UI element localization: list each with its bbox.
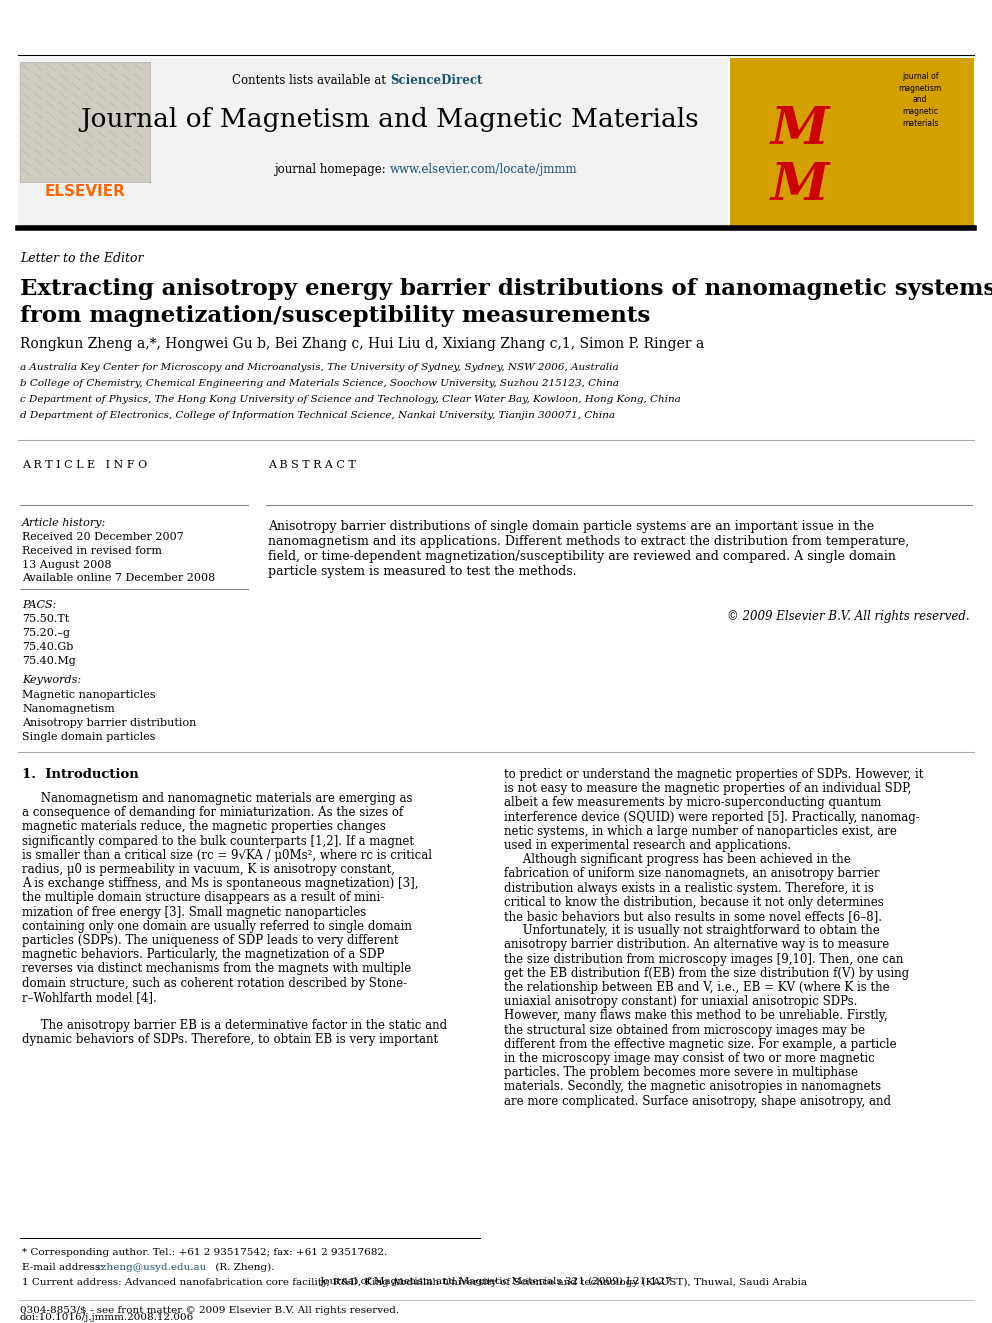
Text: is not easy to measure the magnetic properties of an individual SDP,: is not easy to measure the magnetic prop… [504,782,912,795]
Bar [20,62,150,183]
Text: M: M [771,105,829,156]
Text: E-mail address:: E-mail address: [22,1263,107,1271]
Text: PACS:: PACS: [22,601,57,610]
Text: 75.40.Mg: 75.40.Mg [22,656,75,665]
Text: Received in revised form: Received in revised form [22,546,162,556]
Text: d Department of Electronics, College of Information Technical Science, Nankai Un: d Department of Electronics, College of … [20,411,615,419]
Text: Contents lists available at: Contents lists available at [232,74,390,86]
Bar [730,58,974,226]
Text: Rongkun Zheng a,*, Hongwei Gu b, Bei Zhang c, Hui Liu d, Xixiang Zhang c,1, Simo: Rongkun Zheng a,*, Hongwei Gu b, Bei Zha… [20,337,704,351]
Text: reverses via distinct mechanisms from the magnets with multiple: reverses via distinct mechanisms from th… [22,962,412,975]
Text: nanomagnetism and its applications. Different methods to extract the distributio: nanomagnetism and its applications. Diff… [268,534,910,548]
Text: A is exchange stiffness, and Ms is spontaneous magnetization) [3],: A is exchange stiffness, and Ms is spont… [22,877,419,890]
Text: significantly compared to the bulk counterparts [1,2]. If a magnet: significantly compared to the bulk count… [22,835,414,848]
Text: field, or time-dependent magnetization/susceptibility are reviewed and compared.: field, or time-dependent magnetization/s… [268,550,896,564]
Text: Article history:: Article history: [22,519,106,528]
Text: Although significant progress has been achieved in the: Although significant progress has been a… [504,853,851,867]
Bar [18,58,728,226]
Text: the basic behaviors but also results in some novel effects [6–8].: the basic behaviors but also results in … [504,910,882,923]
Text: albeit a few measurements by micro-superconducting quantum: albeit a few measurements by micro-super… [504,796,881,810]
Text: journal homepage:: journal homepage: [275,164,390,176]
Text: mization of free energy [3]. Small magnetic nanoparticles: mization of free energy [3]. Small magne… [22,906,366,918]
Text: used in experimental research and applications.: used in experimental research and applic… [504,839,792,852]
Text: rzheng@usyd.edu.au: rzheng@usyd.edu.au [97,1263,207,1271]
Text: 13 August 2008: 13 August 2008 [22,560,111,570]
Text: 75.20.–g: 75.20.–g [22,628,70,638]
Text: are more complicated. Surface anisotropy, shape anisotropy, and: are more complicated. Surface anisotropy… [504,1094,891,1107]
Text: 75.50.Tt: 75.50.Tt [22,614,69,624]
Text: Extracting anisotropy energy barrier distributions of nanomagnetic systems: Extracting anisotropy energy barrier dis… [20,278,992,300]
Text: netic systems, in which a large number of nanoparticles exist, are: netic systems, in which a large number o… [504,824,897,837]
Text: get the EB distribution f(EB) from the size distribution f(V) by using: get the EB distribution f(EB) from the s… [504,967,909,980]
Text: distribution always exists in a realistic system. Therefore, it is: distribution always exists in a realisti… [504,881,874,894]
Text: Nanomagnetism: Nanomagnetism [22,704,115,714]
Text: Available online 7 December 2008: Available online 7 December 2008 [22,573,215,583]
Text: * Corresponding author. Tel.: +61 2 93517542; fax: +61 2 93517682.: * Corresponding author. Tel.: +61 2 9351… [22,1248,387,1257]
Text: is smaller than a critical size (rc = 9√KA / μ0Ms², where rc is critical: is smaller than a critical size (rc = 9√… [22,849,432,861]
Text: anisotropy barrier distribution. An alternative way is to measure: anisotropy barrier distribution. An alte… [504,938,889,951]
Text: dynamic behaviors of SDPs. Therefore, to obtain EB is very important: dynamic behaviors of SDPs. Therefore, to… [22,1033,438,1046]
Text: Anisotropy barrier distribution: Anisotropy barrier distribution [22,718,196,728]
Text: The anisotropy barrier EB is a determinative factor in the static and: The anisotropy barrier EB is a determina… [22,1019,447,1032]
Text: the structural size obtained from microscopy images may be: the structural size obtained from micros… [504,1024,865,1037]
Text: (R. Zheng).: (R. Zheng). [212,1263,275,1273]
Text: www.elsevier.com/locate/jmmm: www.elsevier.com/locate/jmmm [390,164,577,176]
Text: a Australia Key Center for Microscopy and Microanalysis, The University of Sydne: a Australia Key Center for Microscopy an… [20,363,619,372]
Text: A R T I C L E   I N F O: A R T I C L E I N F O [22,460,147,470]
Text: ScienceDirect: ScienceDirect [390,74,482,86]
Text: However, many flaws make this method to be unreliable. Firstly,: However, many flaws make this method to … [504,1009,888,1023]
Text: critical to know the distribution, because it not only determines: critical to know the distribution, becau… [504,896,884,909]
Text: magnetic behaviors. Particularly, the magnetization of a SDP: magnetic behaviors. Particularly, the ma… [22,949,384,962]
Text: in the microscopy image may consist of two or more magnetic: in the microscopy image may consist of t… [504,1052,875,1065]
Text: particles (SDPs). The uniqueness of SDP leads to very different: particles (SDPs). The uniqueness of SDP … [22,934,399,947]
Text: materials. Secondly, the magnetic anisotropies in nanomagnets: materials. Secondly, the magnetic anisot… [504,1081,881,1093]
Text: magnetic materials reduce, the magnetic properties changes: magnetic materials reduce, the magnetic … [22,820,386,833]
Text: A B S T R A C T: A B S T R A C T [268,460,356,470]
Text: Keywords:: Keywords: [22,675,81,685]
Text: Nanomagnetism and nanomagnetic materials are emerging as: Nanomagnetism and nanomagnetic materials… [22,792,413,804]
Text: interference device (SQUID) were reported [5]. Practically, nanomag-: interference device (SQUID) were reporte… [504,811,920,824]
Text: Journal of Magnetism and Magnetic Materials 321 (2009) L21–L27: Journal of Magnetism and Magnetic Materi… [319,1277,673,1286]
Text: Journal of Magnetism and Magnetic Materials: Journal of Magnetism and Magnetic Materi… [80,107,699,132]
Text: domain structure, such as coherent rotation described by Stone-: domain structure, such as coherent rotat… [22,976,407,990]
Text: 0304-8853/$ - see front matter © 2009 Elsevier B.V. All rights reserved.: 0304-8853/$ - see front matter © 2009 El… [20,1306,399,1315]
Text: b College of Chemistry, Chemical Engineering and Materials Science, Soochow Univ: b College of Chemistry, Chemical Enginee… [20,378,619,388]
Text: from magnetization/susceptibility measurements: from magnetization/susceptibility measur… [20,306,651,327]
Text: the relationship between EB and V, i.e., EB = KV (where K is the: the relationship between EB and V, i.e.,… [504,980,890,994]
Text: journal of
magnetism
and
magnetic
materials: journal of magnetism and magnetic materi… [899,71,941,128]
Text: fabrication of uniform size nanomagnets, an anisotropy barrier: fabrication of uniform size nanomagnets,… [504,868,880,880]
Text: 1 Current address: Advanced nanofabrication core facility, R&D, King Abdullah Un: 1 Current address: Advanced nanofabricat… [22,1278,807,1287]
Text: Single domain particles: Single domain particles [22,732,156,742]
Text: the multiple domain structure disappears as a result of mini-: the multiple domain structure disappears… [22,892,384,905]
Text: different from the effective magnetic size. For example, a particle: different from the effective magnetic si… [504,1037,897,1050]
Text: r–Wohlfarth model [4].: r–Wohlfarth model [4]. [22,991,157,1004]
Text: particle system is measured to test the methods.: particle system is measured to test the … [268,565,576,578]
Text: 75.40.Gb: 75.40.Gb [22,642,73,652]
Text: doi:10.1016/j.jmmm.2008.12.006: doi:10.1016/j.jmmm.2008.12.006 [20,1312,194,1322]
Text: the size distribution from microscopy images [9,10]. Then, one can: the size distribution from microscopy im… [504,953,904,966]
Text: Unfortunately, it is usually not straightforward to obtain the: Unfortunately, it is usually not straigh… [504,925,880,937]
Text: 1.  Introduction: 1. Introduction [22,767,139,781]
Text: radius, μ0 is permeability in vacuum, K is anisotropy constant,: radius, μ0 is permeability in vacuum, K … [22,863,395,876]
Text: Received 20 December 2007: Received 20 December 2007 [22,532,184,542]
Text: containing only one domain are usually referred to single domain: containing only one domain are usually r… [22,919,412,933]
Text: Magnetic nanoparticles: Magnetic nanoparticles [22,691,156,700]
Text: ELSEVIER: ELSEVIER [45,184,125,200]
Text: M: M [771,160,829,210]
Text: uniaxial anisotropy constant) for uniaxial anisotropic SDPs.: uniaxial anisotropy constant) for uniaxi… [504,995,857,1008]
Text: a consequence of demanding for miniaturization. As the sizes of: a consequence of demanding for miniaturi… [22,806,404,819]
Text: c Department of Physics, The Hong Kong University of Science and Technology, Cle: c Department of Physics, The Hong Kong U… [20,396,681,404]
Text: © 2009 Elsevier B.V. All rights reserved.: © 2009 Elsevier B.V. All rights reserved… [727,610,970,623]
Text: to predict or understand the magnetic properties of SDPs. However, it: to predict or understand the magnetic pr… [504,767,924,781]
Text: particles. The problem becomes more severe in multiphase: particles. The problem becomes more seve… [504,1066,858,1080]
Text: Letter to the Editor: Letter to the Editor [20,251,144,265]
Text: Anisotropy barrier distributions of single domain particle systems are an import: Anisotropy barrier distributions of sing… [268,520,874,533]
